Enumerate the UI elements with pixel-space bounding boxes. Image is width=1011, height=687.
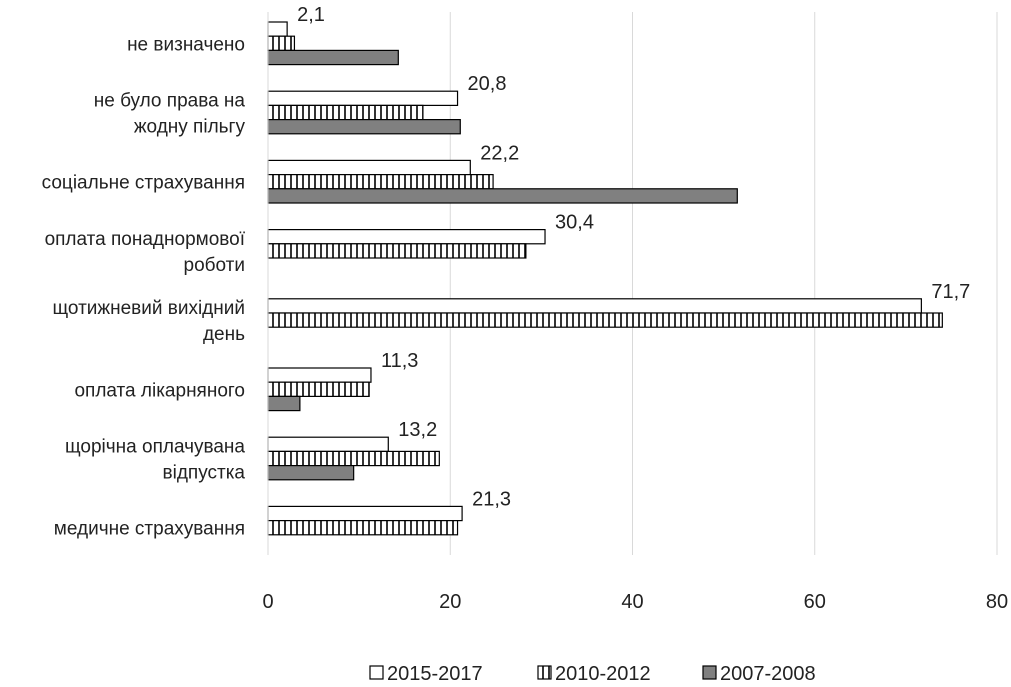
category-label-line: відпустка bbox=[163, 463, 246, 484]
category-label-line: щотижневий вихідний bbox=[53, 298, 246, 319]
data-label: 20,8 bbox=[468, 73, 507, 95]
bar-2010-2012-4 bbox=[267, 312, 943, 328]
bar-2010-2012-2 bbox=[267, 174, 494, 190]
data-label: 21,3 bbox=[472, 488, 511, 510]
bar-2007-2008-6 bbox=[267, 465, 355, 481]
bar-2015-2017-0 bbox=[267, 21, 288, 37]
bar-2015-2017-3 bbox=[267, 229, 546, 245]
bar-2010-2012-5 bbox=[267, 381, 370, 398]
category-label-line: оплата понаднормової bbox=[45, 229, 246, 250]
category-label: оплата понаднормової роботи bbox=[45, 229, 246, 276]
bar-2015-2017-1 bbox=[267, 90, 459, 106]
category-label: щорічна оплачувана відпустка bbox=[65, 437, 245, 484]
data-labels: 2,1 20,8 22,2 30,4 71,7 11,3 13,2 21,3 bbox=[297, 4, 970, 510]
data-label: 11,3 bbox=[381, 350, 418, 372]
data-label: 13,2 bbox=[398, 419, 437, 441]
bar-2015-2017-4 bbox=[267, 298, 922, 314]
legend-label: 2015-2017 bbox=[387, 663, 483, 685]
bar-2015-2017-2 bbox=[267, 159, 471, 176]
category-label-line: щорічна оплачувана bbox=[65, 437, 245, 458]
category-label-line: не було права на bbox=[94, 91, 246, 112]
category-label-line: медичне страхування bbox=[54, 519, 245, 540]
category-label-line: оплата лікарняного bbox=[74, 380, 245, 401]
category-labels: не визначено не було права на жодну пільгу… bbox=[42, 34, 246, 539]
legend: 2015-2017 2010-2012 2007-2008 bbox=[369, 663, 816, 685]
category-label-line: не визначено bbox=[127, 34, 245, 55]
legend-swatch-2007-2008 bbox=[702, 665, 717, 680]
bar-2007-2008-1 bbox=[267, 118, 461, 135]
x-tick-label: 0 bbox=[262, 591, 273, 613]
category-label-line: день bbox=[203, 324, 245, 345]
bar-2010-2012-3 bbox=[267, 243, 527, 259]
data-label: 22,2 bbox=[480, 142, 519, 164]
category-label-line: роботи bbox=[184, 255, 245, 276]
category-label: медичне страхування bbox=[54, 519, 245, 540]
bar-2010-2012-7 bbox=[267, 519, 459, 536]
category-label-line: жодну пільгу bbox=[134, 117, 246, 138]
x-tick-label: 80 bbox=[986, 591, 1008, 613]
x-tick-label: 60 bbox=[804, 591, 826, 613]
bar-2015-2017-5 bbox=[267, 367, 372, 383]
data-label: 2,1 bbox=[297, 4, 325, 26]
legend-label: 2007-2008 bbox=[720, 663, 816, 685]
category-label-line: соціальне страхування bbox=[42, 173, 245, 194]
bar-2015-2017-7 bbox=[267, 505, 463, 522]
gridlines bbox=[449, 12, 998, 555]
legend-swatch-2015-2017 bbox=[369, 665, 384, 680]
bar-2007-2008-5 bbox=[267, 395, 301, 412]
bars bbox=[267, 21, 943, 536]
bar-2015-2017-6 bbox=[267, 436, 389, 453]
bar-2010-2012-1 bbox=[267, 104, 424, 121]
x-axis: 0 20 40 60 80 bbox=[262, 12, 1008, 613]
category-label: не визначено bbox=[127, 34, 245, 55]
legend-swatch-2010-2012 bbox=[537, 665, 552, 680]
legend-label: 2010-2012 bbox=[555, 663, 651, 685]
bar-2007-2008-2 bbox=[267, 188, 738, 204]
x-tick-label: 20 bbox=[439, 591, 461, 613]
category-label: оплата лікарняного bbox=[74, 380, 245, 401]
category-label: соціальне страхування bbox=[42, 173, 245, 194]
data-label: 30,4 bbox=[555, 212, 594, 234]
category-label: щотижневий вихідний день bbox=[53, 298, 246, 345]
bar-2010-2012-0 bbox=[267, 35, 296, 52]
x-tick-label: 40 bbox=[621, 591, 643, 613]
bar-2007-2008-0 bbox=[267, 49, 399, 66]
data-label: 71,7 bbox=[931, 281, 970, 303]
category-label: не було права на жодну пільгу bbox=[94, 91, 246, 138]
bar-2010-2012-6 bbox=[267, 450, 440, 467]
